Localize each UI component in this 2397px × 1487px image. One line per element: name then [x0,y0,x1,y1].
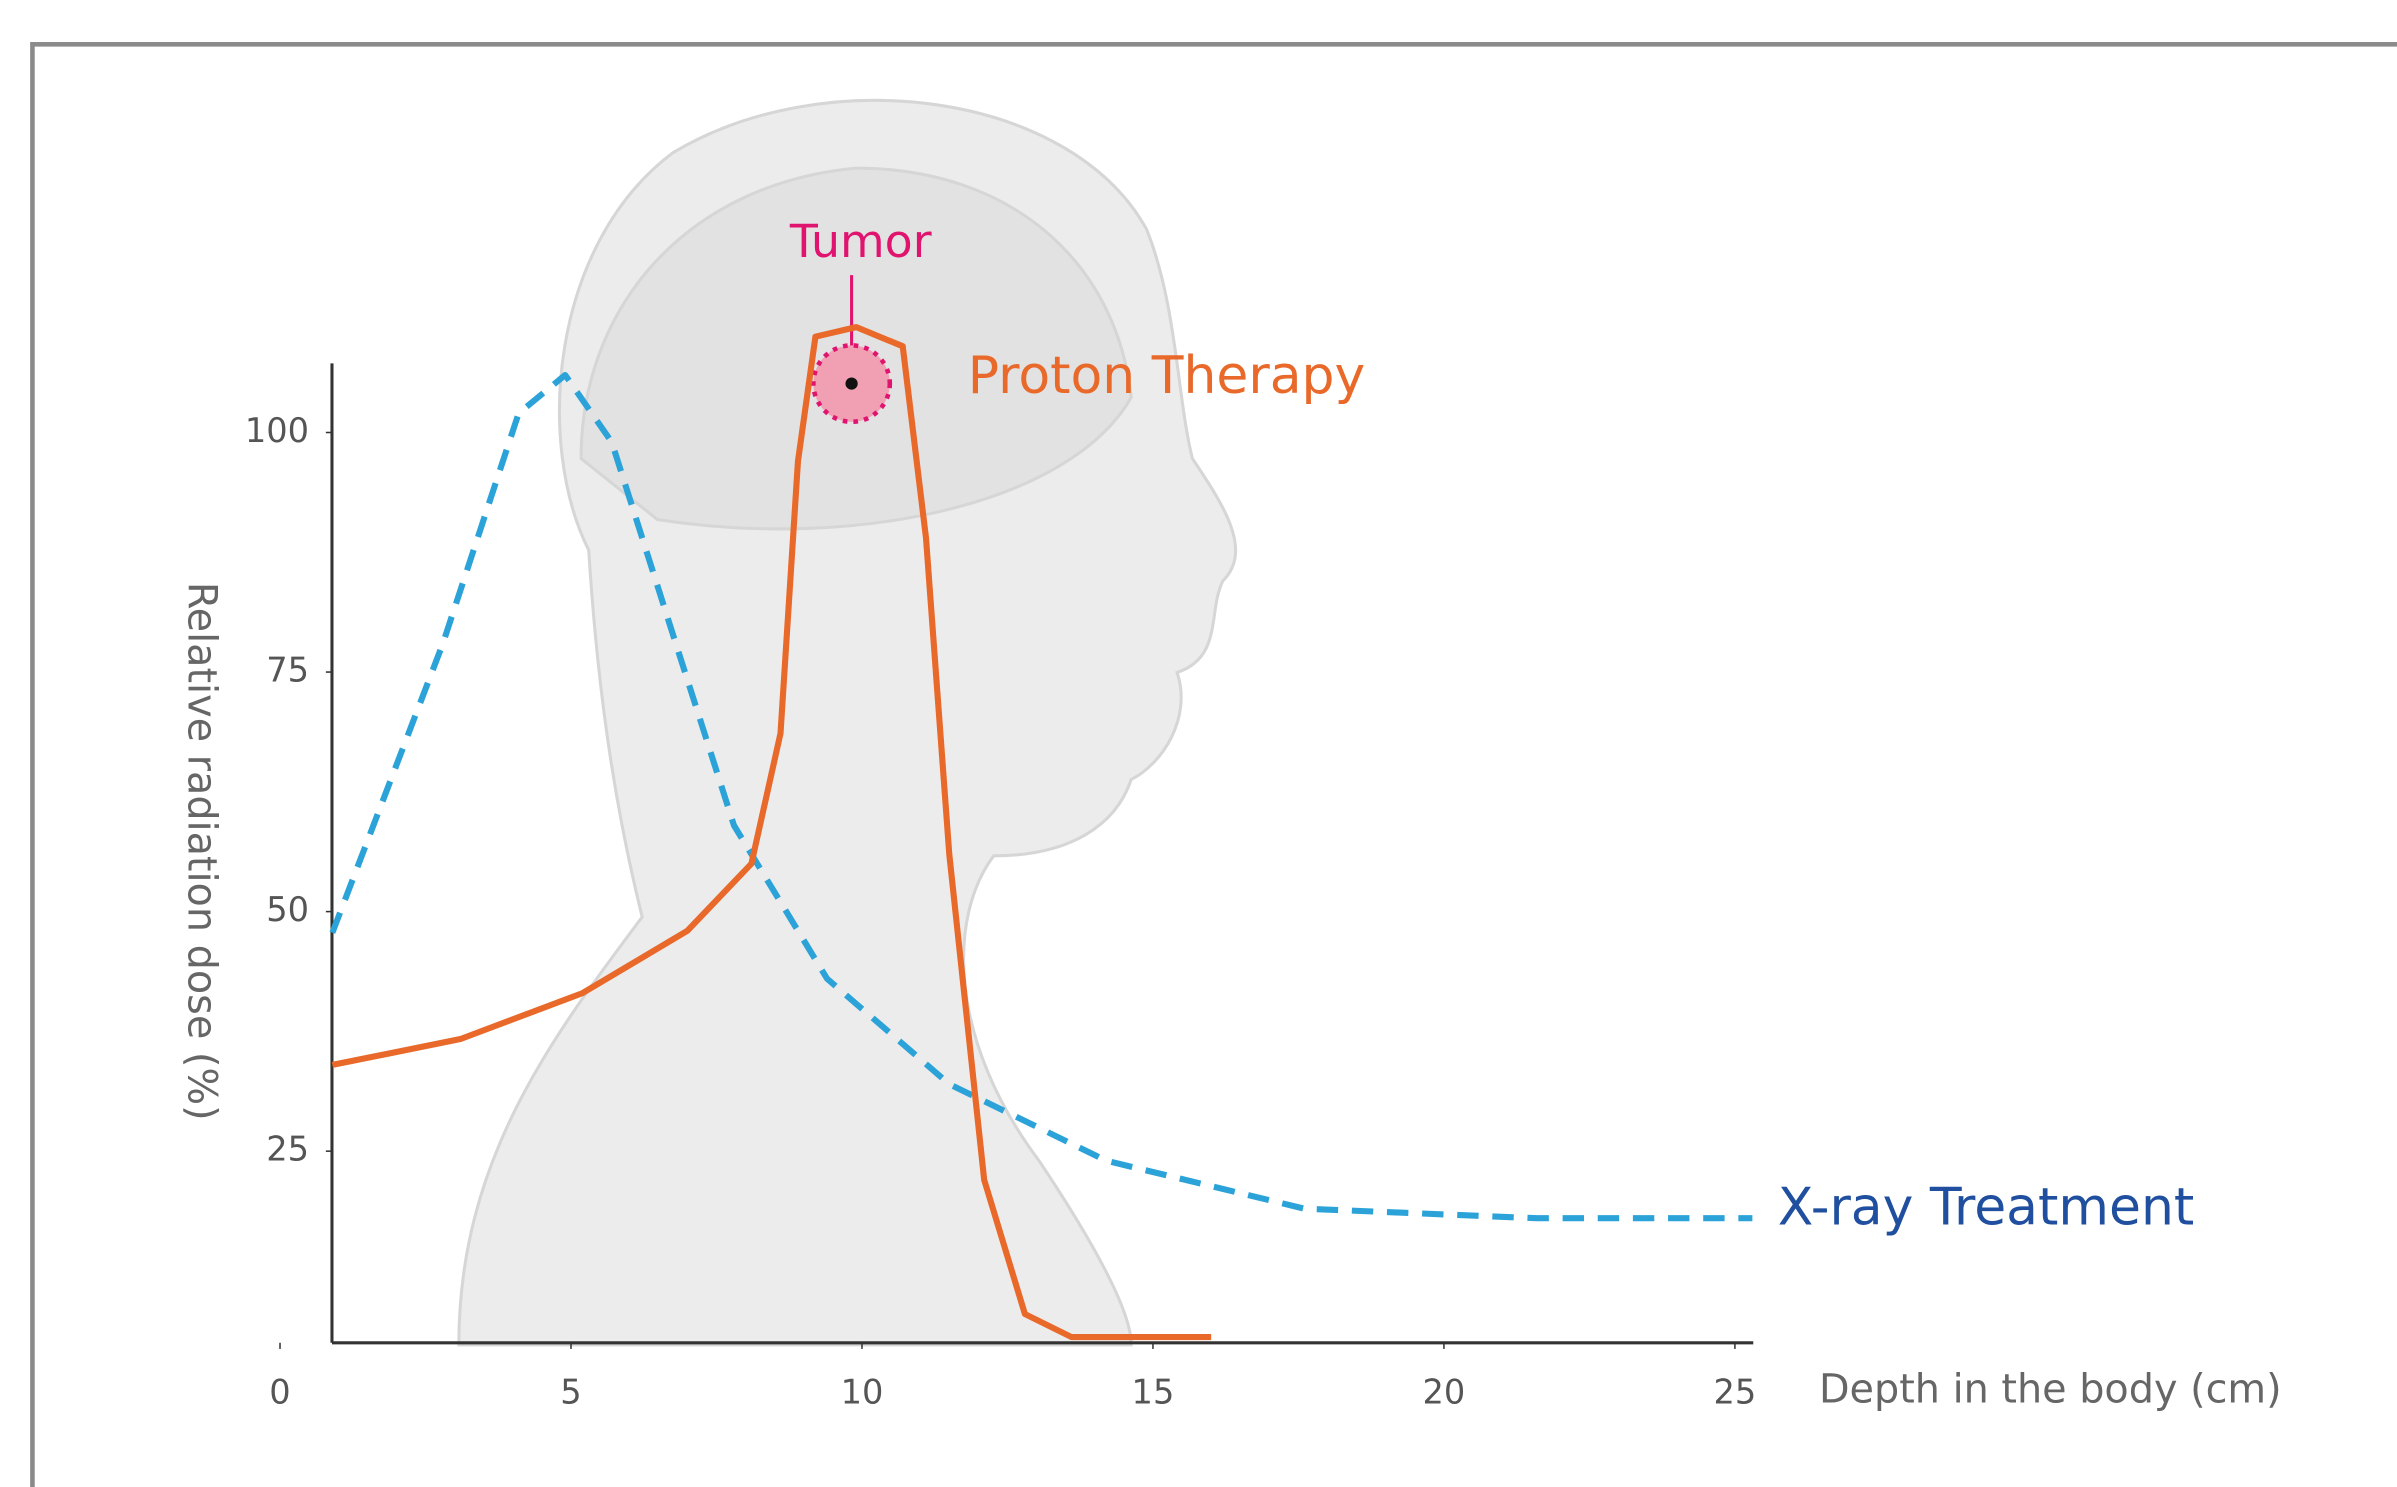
x-tick-label: 10 [841,1372,884,1411]
y-tick-label: 25 [266,1130,309,1169]
y-tick-label: 75 [266,651,309,690]
chart: Tumor Depth in the body (cm) Relative ra… [0,0,2397,1487]
y-tick-label: 100 [245,411,309,450]
series-label: Proton Therapy [968,346,1366,406]
x-tick-label: 15 [1132,1372,1175,1411]
series-label: X-ray Treatment [1778,1177,2195,1237]
frame [32,44,2397,1487]
page: {"chart_data": {"type": "line", "x_label… [0,0,2397,1487]
y-tick-label: 50 [266,890,309,929]
x-axis-label: Depth in the body (cm) [1819,1367,2282,1413]
x-tick-label: 20 [1423,1372,1466,1411]
x-tick-label: 25 [1714,1372,1757,1411]
y-axis-label: Relative radiation dose (%) [179,582,225,1121]
annotation: Tumor [789,214,932,268]
x-tick-label: 0 [269,1372,290,1411]
x-tick-label: 5 [560,1372,581,1411]
head-illustration [459,100,1236,1344]
